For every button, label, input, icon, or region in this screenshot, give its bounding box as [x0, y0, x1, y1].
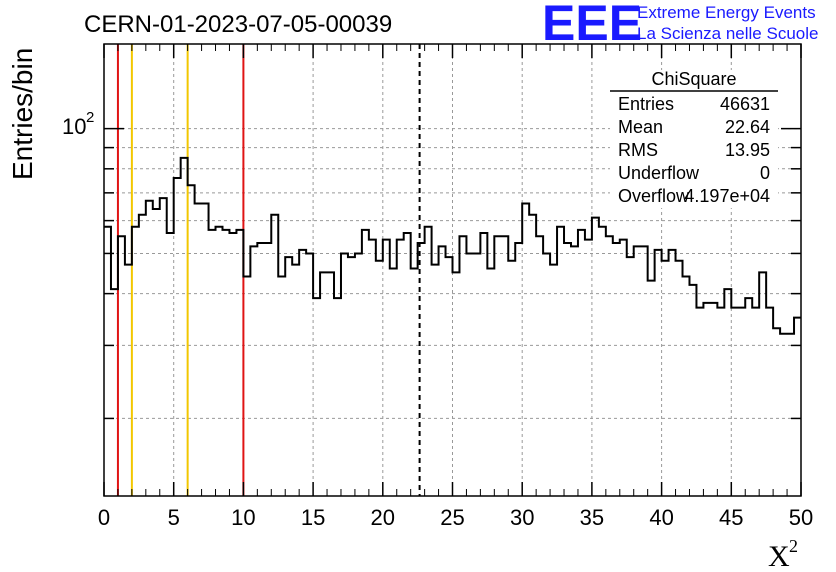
y-axis-label-100: 10 2 [62, 109, 94, 139]
x-axis-ticks: 0 5 10 15 20 25 30 35 40 45 50 [98, 44, 813, 530]
x-tick-label: 25 [440, 505, 464, 530]
x-tick-label: 15 [301, 505, 325, 530]
x-axis-label-exp: 2 [789, 536, 798, 556]
stats-box: ChiSquare Entries 46631 Mean 22.64 RMS 13.95 U… [610, 69, 778, 208]
stats-label: Mean [618, 117, 663, 137]
y-tick-exp: 2 [86, 109, 94, 126]
stats-box-bg [610, 70, 778, 208]
x-tick-label: 45 [719, 505, 743, 530]
x-tick-label: 30 [510, 505, 534, 530]
stats-value: 46631 [720, 94, 770, 114]
histogram-line [104, 156, 801, 335]
y-tick-base: 10 [62, 114, 86, 139]
chart-title: CERN-01-2023-07-05-00039 [84, 11, 392, 38]
logo-line-1: Extreme Energy Events [637, 3, 816, 22]
cut-lines [116, 44, 421, 496]
eee-logo-mark: EEE [542, 0, 642, 51]
stats-label: Entries [618, 94, 674, 114]
x-tick-label: 20 [371, 505, 395, 530]
stats-value: 4.197e+04 [684, 186, 770, 206]
stats-label: Overflow [618, 186, 690, 206]
grid-lines [104, 44, 801, 496]
x-tick-label: 0 [98, 505, 110, 530]
stats-title: ChiSquare [651, 69, 736, 89]
x-axis-label-text: X [768, 540, 790, 572]
y-axis-label: Entries/bin [7, 48, 38, 180]
x-tick-label: 50 [789, 505, 813, 530]
x-axis-label: X 2 [768, 536, 798, 572]
x-tick-label: 35 [580, 505, 604, 530]
stats-value: 13.95 [725, 140, 770, 160]
stats-label: Underflow [618, 163, 700, 183]
logo-line-2: La Scienza nelle Scuole [637, 24, 818, 43]
x-tick-label: 10 [231, 505, 255, 530]
stats-value: 22.64 [725, 117, 770, 137]
stats-value: 0 [760, 163, 770, 183]
stats-label: RMS [618, 140, 658, 160]
x-tick-label: 40 [649, 505, 673, 530]
y-axis-ticks [104, 127, 801, 420]
x-tick-label: 5 [168, 505, 180, 530]
stats-rows: Entries 46631 Mean 22.64 RMS 13.95 Underflow 0 O… [618, 94, 770, 206]
eee-logo: EEE Extreme Energy Events La Scienza nel… [542, 0, 818, 51]
